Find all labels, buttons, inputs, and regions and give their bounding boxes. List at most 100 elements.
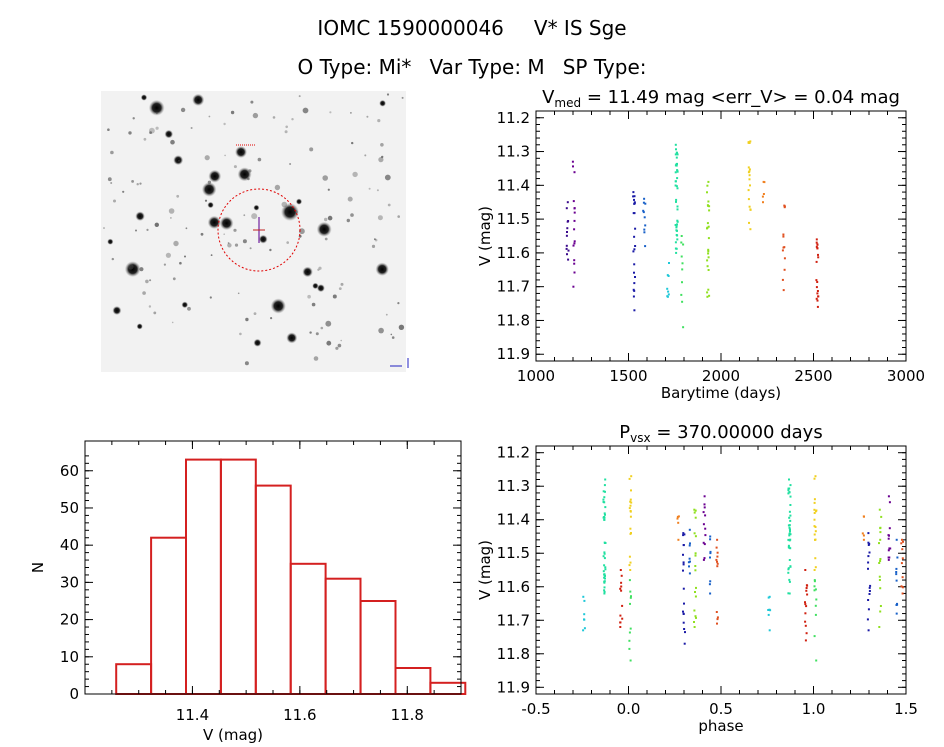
data-point <box>895 538 898 541</box>
data-point <box>863 515 865 518</box>
star <box>368 187 371 190</box>
y-tick-label: 11.3 <box>497 143 530 161</box>
data-point <box>879 527 882 530</box>
data-point <box>573 262 576 265</box>
star <box>352 171 358 178</box>
data-point <box>603 496 606 499</box>
x-tick-label: 1000 <box>517 367 555 385</box>
data-point <box>813 512 816 514</box>
star <box>366 115 369 118</box>
data-point <box>603 586 606 589</box>
data-point <box>573 228 576 231</box>
data-point <box>762 193 765 195</box>
star <box>391 336 395 339</box>
data-point <box>895 573 898 576</box>
data-point <box>603 518 606 521</box>
data-point <box>633 282 636 285</box>
data-point <box>868 542 871 545</box>
data-point <box>602 570 605 573</box>
star <box>351 141 354 145</box>
star <box>219 216 234 231</box>
data-point <box>566 201 569 204</box>
data-point <box>813 518 816 521</box>
star <box>327 215 333 221</box>
histogram-chart: 11.4 11.6 11.8 0 10 20 30 40 50 60 V (mag) N <box>29 440 467 744</box>
data-point <box>674 153 677 156</box>
data-point <box>813 508 816 511</box>
data-point <box>708 583 711 586</box>
data-point <box>716 538 719 541</box>
data-point <box>706 226 709 229</box>
data-point <box>703 503 706 506</box>
data-point <box>629 504 632 507</box>
y-axis-label: V (mag) <box>476 206 494 266</box>
data-point <box>603 564 606 567</box>
star <box>377 119 381 123</box>
data-point <box>694 615 697 618</box>
star <box>269 248 272 252</box>
data-point <box>644 245 647 248</box>
data-point <box>619 621 622 624</box>
data-point <box>583 627 586 630</box>
data-point <box>702 511 705 514</box>
star <box>210 254 213 256</box>
star <box>329 111 332 114</box>
data-point <box>709 592 712 595</box>
data-point <box>694 516 697 519</box>
star <box>332 294 337 299</box>
star <box>390 333 393 336</box>
star <box>164 129 174 139</box>
star <box>324 237 328 241</box>
data-point <box>878 579 881 581</box>
star <box>128 131 132 135</box>
data-point <box>604 577 606 580</box>
data-point <box>704 514 707 517</box>
x-tick-label: 0.5 <box>709 700 733 718</box>
data-point <box>709 580 712 583</box>
data-point <box>805 605 808 608</box>
target-circle <box>217 188 301 272</box>
data-point <box>676 152 678 154</box>
data-point <box>675 148 677 151</box>
data-point <box>573 171 576 174</box>
data-point <box>629 590 632 593</box>
data-point <box>572 200 575 203</box>
data-point <box>642 209 645 212</box>
chart-title: Pvsx = 370.00000 days <box>619 422 822 445</box>
data-point <box>602 498 605 501</box>
star <box>148 305 152 308</box>
histogram-bar <box>115 663 153 696</box>
data-point <box>633 201 636 204</box>
data-point <box>787 571 790 574</box>
data-point <box>878 575 881 578</box>
data-point <box>787 489 790 492</box>
data-point <box>602 555 605 558</box>
data-point <box>693 626 696 628</box>
data-point <box>762 201 764 204</box>
y-tick-label: 11.8 <box>497 311 530 329</box>
data-point <box>680 241 683 244</box>
data-point <box>604 478 607 481</box>
star <box>374 238 378 242</box>
data-point <box>862 534 865 537</box>
data-point <box>644 224 647 227</box>
data-point <box>804 624 807 627</box>
data-point <box>813 580 816 583</box>
star <box>253 312 257 315</box>
data-point <box>749 140 752 143</box>
data-point <box>817 256 820 259</box>
data-point <box>694 552 697 555</box>
data-point <box>704 527 707 530</box>
star <box>298 95 301 98</box>
data-point <box>703 506 706 509</box>
star <box>248 169 252 173</box>
data-point <box>573 240 576 243</box>
data-point <box>628 477 631 480</box>
star <box>272 116 276 119</box>
data-point <box>816 281 819 283</box>
data-point <box>634 227 637 230</box>
data-point <box>783 257 786 260</box>
data-point <box>642 201 645 204</box>
data-point <box>689 542 691 545</box>
star <box>274 184 281 191</box>
